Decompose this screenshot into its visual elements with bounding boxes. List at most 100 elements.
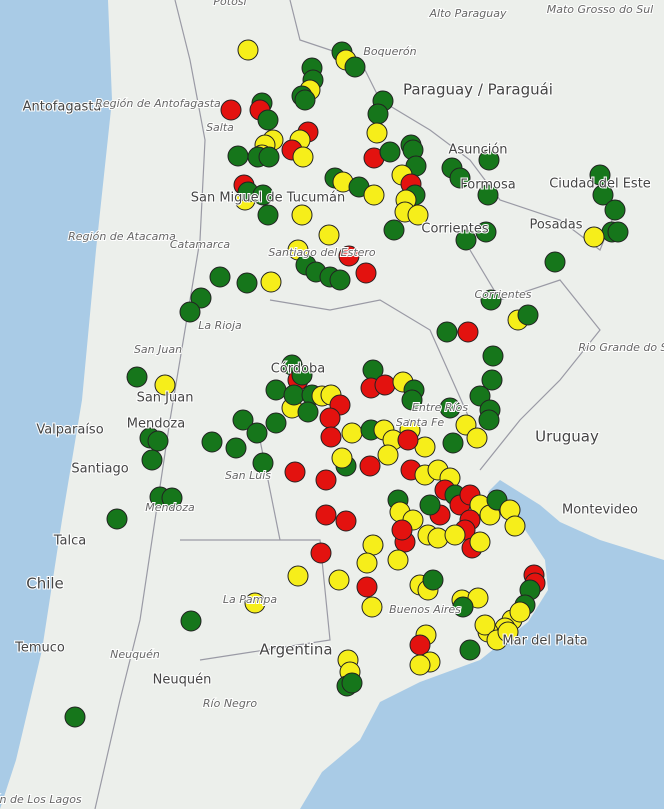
marker xyxy=(331,447,353,469)
marker xyxy=(604,199,626,221)
marker xyxy=(480,289,502,311)
atlantic-ocean xyxy=(300,480,664,809)
marker xyxy=(383,219,405,241)
marker xyxy=(419,494,441,516)
marker xyxy=(318,224,340,246)
marker xyxy=(459,639,481,661)
marker xyxy=(477,184,499,206)
place-label: San Juan xyxy=(137,391,194,406)
place-label: Neuquén xyxy=(153,673,212,688)
marker xyxy=(161,487,183,509)
marker xyxy=(141,449,163,471)
marker xyxy=(379,141,401,163)
place-label: Argentina xyxy=(259,641,332,659)
marker xyxy=(237,39,259,61)
place-label: Mendoza xyxy=(145,501,195,514)
marker xyxy=(315,469,337,491)
marker xyxy=(227,145,249,167)
marker xyxy=(457,321,479,343)
marker xyxy=(422,569,444,591)
marker xyxy=(335,510,357,532)
marker xyxy=(257,109,279,131)
marker xyxy=(436,321,458,343)
place-label: Santiago xyxy=(71,462,128,477)
marker xyxy=(475,221,497,243)
marker xyxy=(180,610,202,632)
place-label: Mato Grosso do Sul xyxy=(547,3,653,16)
marker xyxy=(244,592,266,614)
marker xyxy=(466,427,488,449)
place-label: Posadas xyxy=(529,218,582,233)
marker xyxy=(359,455,381,477)
marker xyxy=(236,272,258,294)
place-label: Boquerón xyxy=(363,45,416,58)
marker xyxy=(583,226,605,248)
place-label: Antofagasta xyxy=(23,100,102,115)
marker xyxy=(367,103,389,125)
place-label: Ciudad del Este xyxy=(549,177,651,192)
marker xyxy=(391,519,413,541)
place-label: Chile xyxy=(26,575,64,593)
marker xyxy=(481,369,503,391)
marker xyxy=(64,706,86,728)
marker xyxy=(319,407,341,429)
place-label: Potosí xyxy=(213,0,248,8)
place-label: Entre Ríos xyxy=(412,401,468,414)
place-label: Temuco xyxy=(14,641,65,656)
marker xyxy=(355,262,377,284)
place-label: Neuquén xyxy=(110,648,160,661)
marker xyxy=(449,167,471,189)
place-label: Paraguay / Paraguái xyxy=(403,81,553,99)
marker xyxy=(362,534,384,556)
marker xyxy=(469,531,491,553)
place-label: Región de Los Lagos xyxy=(0,793,82,806)
place-label: La Rioja xyxy=(198,319,242,332)
place-label: Montevideo xyxy=(562,503,638,518)
marker xyxy=(201,431,223,453)
marker xyxy=(344,56,366,78)
borders xyxy=(94,0,621,809)
marker xyxy=(497,621,519,643)
marker xyxy=(265,379,287,401)
marker xyxy=(387,549,409,571)
marker xyxy=(509,601,531,623)
place-label: Talca xyxy=(53,534,86,549)
marker xyxy=(252,184,274,206)
marker xyxy=(366,122,388,144)
place-label: Formosa xyxy=(460,178,515,193)
marker xyxy=(377,444,399,466)
marker xyxy=(260,271,282,293)
marker xyxy=(258,146,280,168)
marker xyxy=(328,569,350,591)
place-label: Corrientes xyxy=(474,288,531,301)
pacific-ocean xyxy=(0,0,112,809)
marker xyxy=(474,614,496,636)
marker xyxy=(287,565,309,587)
marker xyxy=(356,552,378,574)
marker xyxy=(246,422,268,444)
place-label: La Pampa xyxy=(223,593,277,606)
marker xyxy=(220,99,242,121)
marker xyxy=(341,672,363,694)
marker xyxy=(363,184,385,206)
marker xyxy=(294,89,316,111)
marker xyxy=(544,251,566,273)
marker xyxy=(252,452,274,474)
marker xyxy=(592,184,614,206)
marker xyxy=(478,409,500,431)
marker xyxy=(297,401,319,423)
marker xyxy=(154,374,176,396)
marker xyxy=(397,429,419,451)
marker xyxy=(320,426,342,448)
place-label: San Luis xyxy=(225,469,271,482)
place-label: Salta xyxy=(206,121,234,134)
marker xyxy=(374,374,396,396)
marker xyxy=(179,301,201,323)
marker xyxy=(439,397,461,419)
place-label: Uruguay xyxy=(535,428,599,446)
marker xyxy=(452,596,474,618)
markers xyxy=(64,39,629,728)
place-label: Buenos Aires xyxy=(389,603,461,616)
marker xyxy=(482,345,504,367)
